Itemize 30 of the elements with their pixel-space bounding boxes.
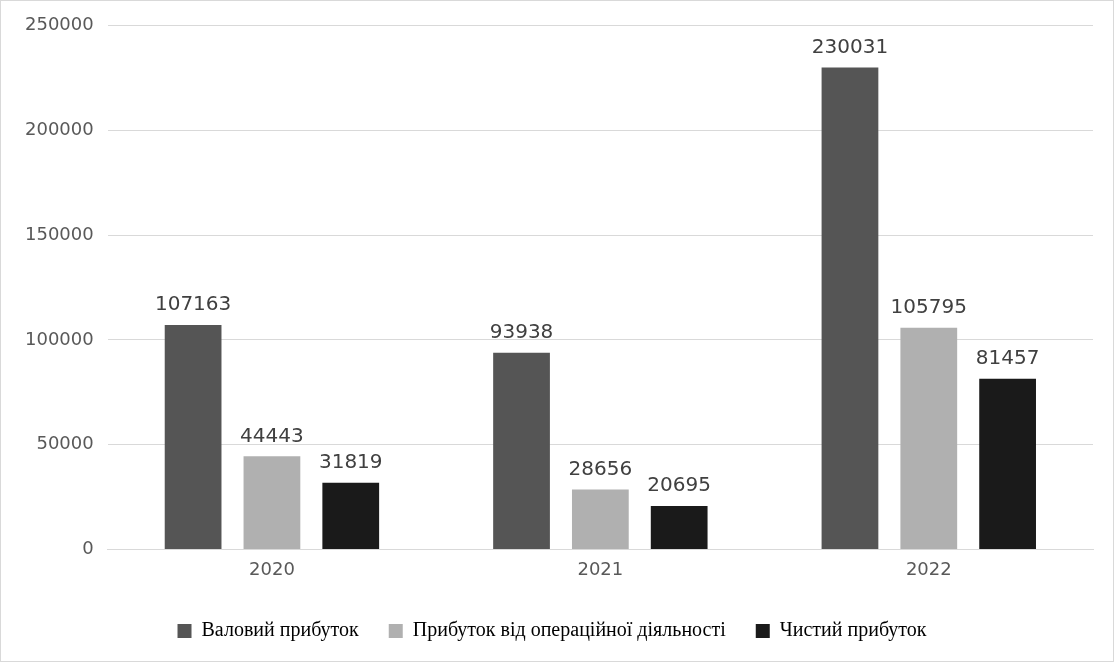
bar [571,489,629,549]
bar [164,324,222,549]
x-tick-label: 2020 [249,557,295,579]
data-label: 20695 [647,472,711,497]
x-tick-label: 2021 [577,557,624,579]
y-tick-label: 100000 [24,327,94,349]
legend-label: Прибуток від операційної діяльності [412,618,727,642]
y-tick-label: 200000 [24,118,94,140]
bar [979,378,1036,549]
data-label: 31819 [318,448,383,473]
data-label: 93938 [489,318,554,343]
y-tick-label: 0 [82,537,94,559]
data-label: 28656 [568,455,633,480]
data-label: 107163 [154,291,232,316]
y-tick-label: 150000 [24,222,94,244]
legend-label: Чистий прибуток [779,618,927,642]
y-tick-label: 250000 [24,13,94,35]
legend-label: Валовий прибуток [201,618,360,642]
bar [243,456,301,549]
y-tick-label: 50000 [36,432,94,454]
bar [322,482,380,549]
data-label: 230031 [811,33,889,58]
data-label: 81457 [975,345,1040,369]
data-label: 44443 [240,422,304,447]
bar [650,506,708,549]
bar [821,67,879,549]
x-tick-label: 2022 [905,557,952,579]
bar [493,352,550,549]
bar [900,327,958,549]
data-label: 105795 [890,294,967,319]
